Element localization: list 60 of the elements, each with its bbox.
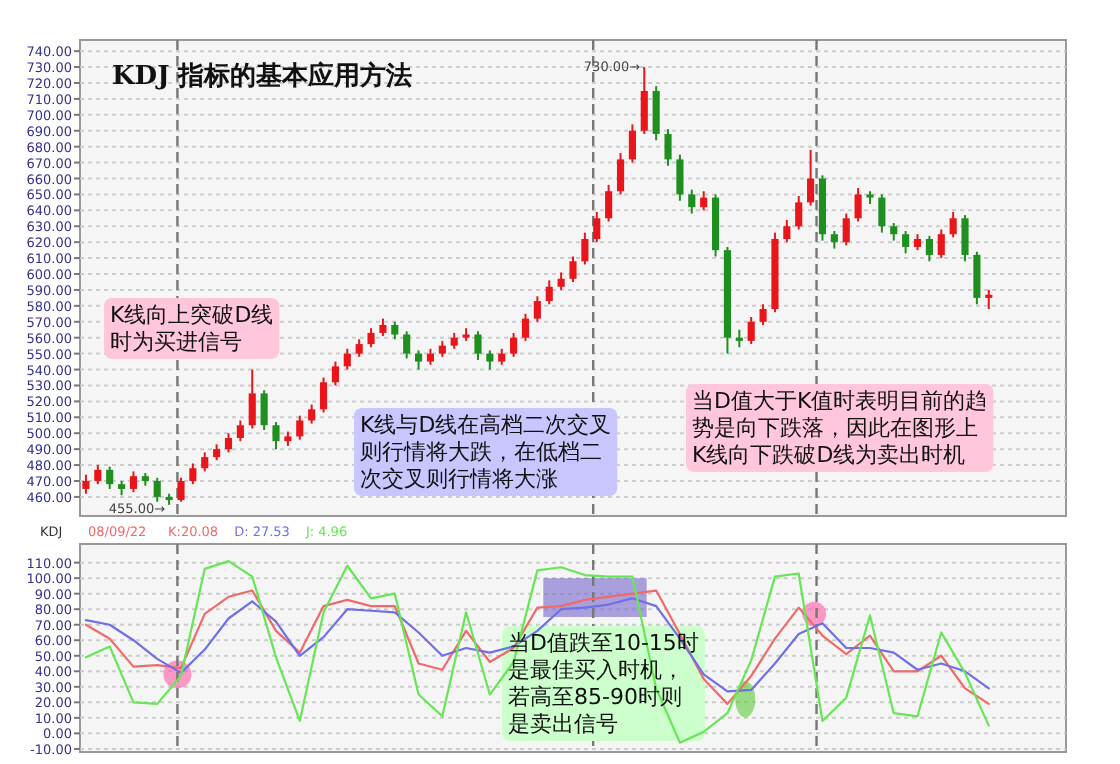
candlestick xyxy=(902,230,910,255)
candlestick xyxy=(878,193,886,234)
candlestick xyxy=(925,234,933,263)
candlestick xyxy=(415,349,423,371)
candlestick xyxy=(510,331,518,358)
candlestick xyxy=(94,464,102,486)
candlestick xyxy=(949,210,957,239)
candlestick xyxy=(664,128,672,167)
candlestick xyxy=(533,295,541,323)
candlestick xyxy=(985,288,993,311)
candlestick xyxy=(367,327,375,349)
candlestick xyxy=(700,190,708,212)
annotation: K线向上突破D线时为买进信号 xyxy=(110,302,274,355)
candlestick xyxy=(106,465,114,490)
candlestick xyxy=(807,148,815,207)
candlestick xyxy=(616,152,625,196)
candlestick xyxy=(248,368,256,430)
candlestick xyxy=(177,476,185,503)
candlestick xyxy=(308,403,316,425)
candlestick xyxy=(605,183,613,223)
line-series xyxy=(84,559,990,744)
candlestick xyxy=(593,210,601,244)
candlestick xyxy=(189,462,197,486)
annotation: 当D值大于K值时表明目前的趋势是向下跌落，因此在图形上K线向下跌破D线为卖出时机 xyxy=(692,388,988,468)
candlestick xyxy=(129,470,138,494)
candlestick xyxy=(486,349,494,371)
candlestick xyxy=(795,195,803,231)
candlestick xyxy=(854,187,862,223)
candlestick xyxy=(521,312,530,342)
candlestick xyxy=(688,188,696,215)
candlestick xyxy=(581,231,589,266)
candlestick xyxy=(676,153,684,202)
candlestick xyxy=(403,330,411,360)
candlestick xyxy=(474,330,482,361)
annotation: K线与D线在高档二次交叉则行情将大跌，在低档二次交叉则行情将大涨 xyxy=(360,412,612,492)
candlestick xyxy=(640,66,648,135)
candlestick xyxy=(628,123,636,164)
line-series xyxy=(84,589,990,705)
candlestick xyxy=(759,303,767,326)
candlestick xyxy=(201,451,209,473)
candlestick xyxy=(842,212,850,247)
candlestick xyxy=(296,414,304,441)
candlestick xyxy=(343,347,351,371)
candlestick xyxy=(272,421,280,451)
candlestick xyxy=(569,255,577,283)
candlestick xyxy=(236,419,244,443)
candlestick xyxy=(961,214,969,263)
candlestick xyxy=(331,360,339,387)
candlestick xyxy=(545,279,553,306)
candlestick xyxy=(82,473,90,495)
candlestick xyxy=(783,218,791,244)
candlestick xyxy=(224,432,233,454)
text: KDJ 指标的基本应用方法 xyxy=(112,60,413,92)
candlestick xyxy=(153,476,161,503)
candlestick xyxy=(937,228,945,260)
candlestick xyxy=(747,316,755,346)
candlestick xyxy=(319,376,328,414)
candlestick xyxy=(973,250,981,306)
candlestick xyxy=(260,389,268,432)
candlestick xyxy=(652,85,660,142)
